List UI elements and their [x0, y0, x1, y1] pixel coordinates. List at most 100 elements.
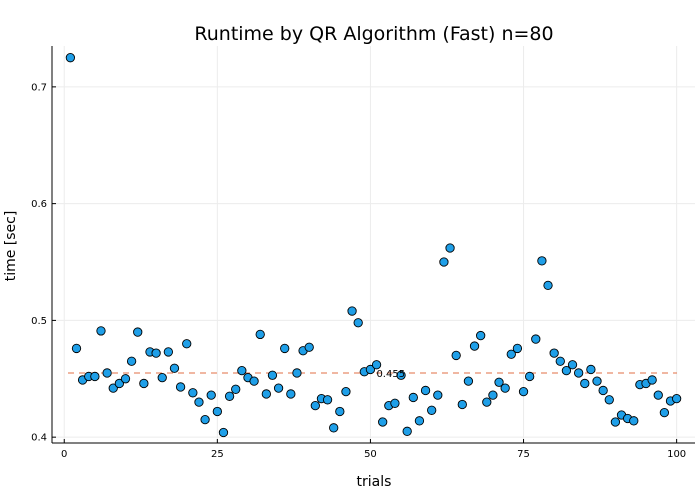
- data-point: [249, 376, 259, 386]
- data-point: [108, 383, 118, 393]
- data-point: [133, 327, 143, 337]
- data-point: [378, 417, 388, 427]
- data-point: [580, 378, 590, 389]
- data-point: [506, 349, 516, 359]
- x-tick-label: 50: [364, 449, 377, 460]
- data-point: [353, 318, 363, 328]
- data-point: [169, 363, 180, 373]
- data-point: [218, 427, 229, 438]
- data-point: [433, 390, 443, 400]
- data-point: [139, 378, 149, 389]
- chart-title: Runtime by QR Algorithm (Fast) n=80: [194, 23, 553, 45]
- data-point: [206, 390, 216, 400]
- data-point: [555, 356, 565, 366]
- data-point: [451, 350, 461, 361]
- data-point: [157, 372, 167, 383]
- x-tick-label: 100: [667, 449, 686, 460]
- data-point: [610, 417, 621, 427]
- data-point: [188, 388, 198, 398]
- data-point: [273, 383, 284, 393]
- data-point: [71, 343, 82, 354]
- data-point: [567, 360, 578, 370]
- x-axis-label: trials: [357, 474, 392, 490]
- data-point: [653, 390, 663, 400]
- data-point: [463, 376, 474, 386]
- y-tick-label: 0.6: [31, 199, 47, 210]
- data-point: [390, 398, 400, 408]
- data-point: [494, 377, 504, 387]
- data-point: [286, 389, 296, 399]
- x-tick-label: 0: [61, 449, 67, 460]
- data-point: [469, 341, 480, 351]
- x-tick-label: 75: [517, 449, 530, 460]
- x-tick-label: 25: [211, 449, 224, 460]
- data-point: [102, 368, 112, 378]
- data-point: [182, 339, 192, 349]
- data-point: [237, 365, 247, 376]
- data-point: [671, 393, 682, 404]
- data-point: [341, 386, 351, 397]
- data-point: [629, 416, 639, 426]
- data-point: [512, 343, 523, 354]
- data-point: [531, 334, 541, 344]
- data-point: [304, 342, 314, 352]
- data-point: [573, 368, 584, 378]
- data-point: [420, 385, 431, 396]
- data-point: [439, 257, 449, 267]
- data-point: [396, 370, 406, 380]
- grid-layer: [52, 46, 695, 443]
- data-point: [543, 280, 553, 291]
- y-tick-label: 0.4: [31, 433, 47, 444]
- mean-label: 0.455: [376, 369, 405, 380]
- data-point: [561, 365, 572, 376]
- y-axis-label: time [sec]: [3, 211, 19, 282]
- data-point: [194, 397, 204, 407]
- data-point: [267, 370, 278, 380]
- y-tick-label: 0.7: [31, 82, 47, 93]
- data-point: [280, 343, 290, 354]
- data-point: [329, 423, 339, 433]
- data-point: [163, 347, 174, 357]
- data-point: [65, 53, 76, 63]
- data-point: [414, 416, 425, 426]
- data-point: [525, 371, 535, 382]
- data-point: [427, 405, 437, 415]
- data-point: [371, 360, 382, 370]
- data-point: [114, 378, 125, 389]
- data-point: [310, 400, 320, 411]
- data-point: [292, 368, 302, 378]
- axes-layer: 0 25 50 75 100 0.4 0.5 0.6 0.7: [31, 46, 695, 460]
- data-point: [255, 329, 265, 340]
- data-point: [151, 348, 161, 358]
- data-point: [482, 397, 492, 407]
- points-layer: 0.455: [65, 53, 682, 438]
- data-point: [586, 364, 596, 375]
- data-point: [120, 374, 131, 384]
- data-point: [488, 390, 498, 400]
- data-point: [175, 382, 186, 392]
- data-point: [659, 407, 670, 418]
- data-point: [598, 385, 608, 396]
- data-point: [200, 414, 210, 425]
- data-point: [408, 392, 418, 403]
- data-point: [476, 330, 486, 341]
- data-point: [335, 406, 345, 417]
- y-tick-label: 0.5: [31, 316, 47, 327]
- data-point: [647, 375, 657, 385]
- data-point: [537, 256, 547, 266]
- data-point: [457, 399, 467, 410]
- data-point: [212, 406, 222, 417]
- data-point: [224, 391, 235, 401]
- data-point: [549, 348, 559, 358]
- data-point: [90, 371, 100, 382]
- data-point: [322, 395, 333, 405]
- data-point: [604, 395, 614, 405]
- data-point: [445, 243, 455, 253]
- data-point: [518, 386, 529, 397]
- data-point: [126, 356, 137, 366]
- data-point: [347, 306, 357, 316]
- data-point: [96, 326, 106, 336]
- data-point: [402, 426, 412, 436]
- data-point: [231, 384, 241, 394]
